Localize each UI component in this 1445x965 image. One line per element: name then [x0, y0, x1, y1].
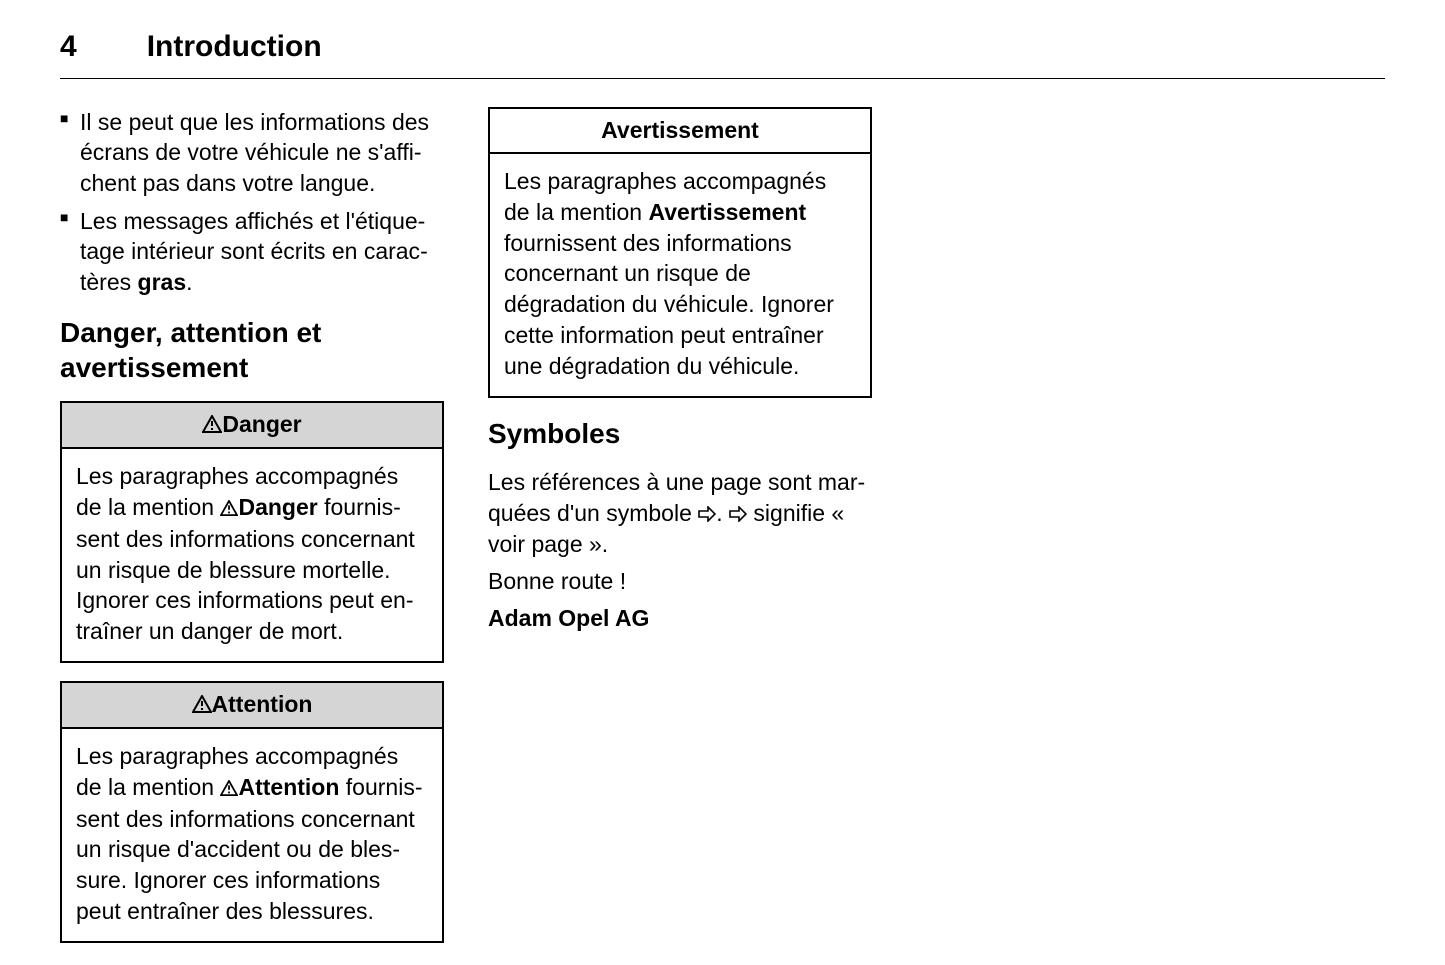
bullet-item: Les messages affichés et l'étique­tage i… — [60, 206, 444, 297]
page-header: 4 Introduction — [60, 30, 1385, 64]
bullet-text-pre: Les messages affichés et l'étique­tage i… — [80, 208, 428, 295]
attention-box: Attention Les paragraphes accompagnés de… — [60, 681, 444, 943]
column-2: Avertissement Les paragraphes accompagné… — [488, 107, 872, 961]
warning-triangle-icon — [220, 493, 238, 524]
avert-body-bold: Avertissement — [648, 199, 806, 225]
warning-triangle-icon — [220, 773, 238, 804]
column-1: Il se peut que les informations des écra… — [60, 107, 444, 961]
warning-triangle-icon — [202, 412, 222, 439]
page-ref-arrow-icon — [729, 499, 747, 530]
attention-body-bold: Attention — [238, 774, 339, 800]
chapter-title: Introduction — [147, 30, 322, 64]
avertissement-box-header: Avertissement — [490, 109, 870, 154]
danger-box-title: Danger — [222, 411, 301, 437]
avertissement-box: Avertissement Les paragraphes accompagné… — [488, 107, 872, 398]
attention-box-body: Les paragraphes accompagnés de la mentio… — [62, 729, 442, 941]
avertissement-box-body: Les paragraphes accompagnés de la mentio… — [490, 154, 870, 396]
section-heading-danger: Danger, attention et avertissement — [60, 315, 444, 385]
header-rule — [60, 78, 1385, 79]
page-number: 4 — [60, 30, 77, 64]
danger-box-header: Danger — [62, 403, 442, 449]
danger-box: Danger Les paragraphes accompagnés de la… — [60, 401, 444, 663]
avertissement-box-title: Avertissement — [601, 117, 759, 143]
bullet-text-bold: gras — [138, 269, 187, 295]
warning-triangle-icon — [192, 692, 212, 719]
intro-bullets: Il se peut que les informations des écra… — [60, 107, 444, 297]
bullet-item: Il se peut que les informations des écra… — [60, 107, 444, 198]
attention-box-title: Attention — [212, 691, 313, 717]
bonne-route: Bonne route ! — [488, 566, 872, 597]
bullet-text: Il se peut que les informations des écra… — [80, 109, 429, 196]
column-3 — [916, 107, 1300, 961]
avert-body-post: four­nissent des informations concer­nan… — [504, 230, 834, 379]
signature: Adam Opel AG — [488, 603, 872, 634]
attention-box-header: Attention — [62, 683, 442, 729]
symboles-paragraph: Les références à une page sont mar­quées… — [488, 467, 872, 560]
danger-box-body: Les paragraphes accompagnés de la mentio… — [62, 449, 442, 661]
page-ref-arrow-icon — [698, 499, 716, 530]
symboles-mid: . — [716, 500, 729, 526]
danger-body-bold: Danger — [238, 494, 317, 520]
bullet-text-post: . — [186, 269, 192, 295]
content-columns: Il se peut que les informations des écra… — [60, 107, 1385, 961]
section-heading-symboles: Symboles — [488, 416, 872, 451]
document-page: 4 Introduction Il se peut que les inform… — [0, 0, 1445, 965]
